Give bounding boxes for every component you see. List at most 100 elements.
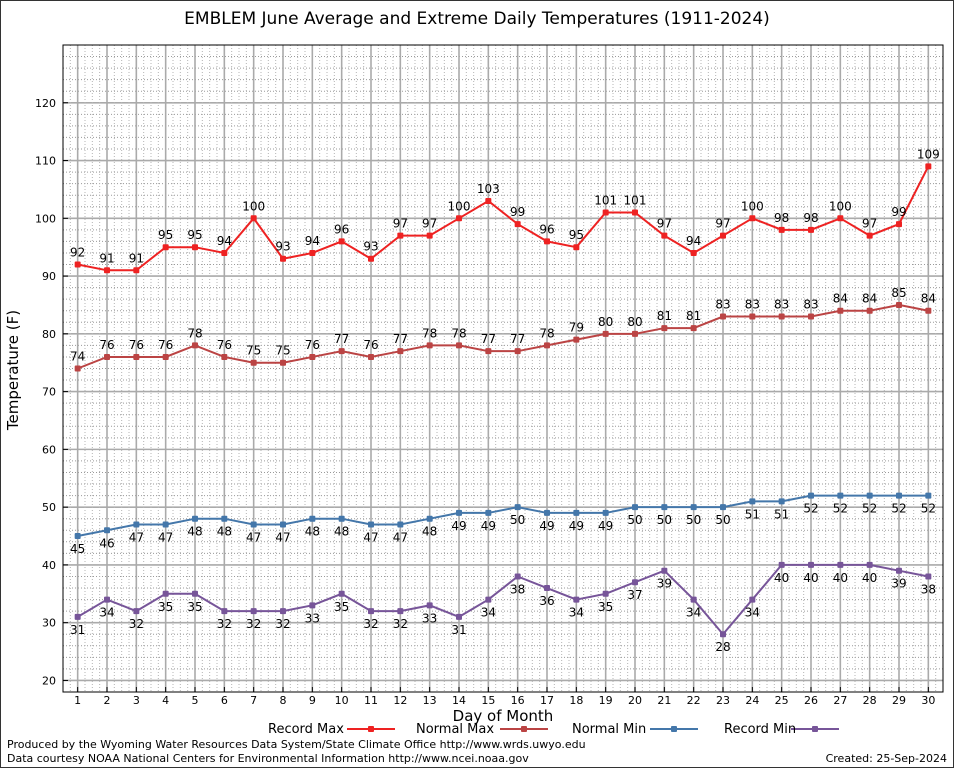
data-point xyxy=(866,307,873,314)
data-point xyxy=(925,307,932,314)
data-label: 48 xyxy=(187,525,202,539)
data-label: 77 xyxy=(510,332,525,346)
data-point xyxy=(573,509,580,516)
data-label: 98 xyxy=(803,211,818,225)
data-label: 34 xyxy=(99,606,114,620)
data-label: 85 xyxy=(891,286,906,300)
data-label: 95 xyxy=(569,228,584,242)
data-point xyxy=(309,602,316,609)
data-label: 52 xyxy=(921,502,936,516)
data-label: 31 xyxy=(451,623,466,637)
data-label: 31 xyxy=(70,623,85,637)
data-label: 45 xyxy=(70,542,85,556)
data-point xyxy=(514,348,521,355)
data-label: 97 xyxy=(862,217,877,231)
data-label: 52 xyxy=(833,502,848,516)
data-label: 83 xyxy=(715,298,730,312)
data-label: 49 xyxy=(481,519,496,533)
data-label: 94 xyxy=(686,234,701,248)
x-tick-label: 15 xyxy=(481,694,495,707)
data-point xyxy=(544,238,550,245)
data-point xyxy=(690,504,697,511)
data-label: 50 xyxy=(657,513,672,527)
data-point xyxy=(896,492,902,499)
x-tick-label: 7 xyxy=(250,694,257,707)
x-tick-label: 16 xyxy=(511,694,525,707)
data-label: 75 xyxy=(246,344,261,358)
data-label: 38 xyxy=(510,582,525,596)
data-label: 47 xyxy=(129,530,144,544)
data-label: 78 xyxy=(539,326,554,340)
x-tick-label: 8 xyxy=(280,694,287,707)
data-point xyxy=(338,590,345,597)
data-label: 47 xyxy=(393,530,408,544)
data-point xyxy=(338,238,345,245)
data-label: 76 xyxy=(217,338,232,352)
x-tick-label: 30 xyxy=(921,694,935,707)
data-point xyxy=(866,492,873,499)
data-label: 34 xyxy=(481,606,496,620)
data-point xyxy=(720,504,726,511)
footer-created-date: Created: 25-Sep-2024 xyxy=(825,752,947,765)
y-tick-label: 70 xyxy=(42,386,56,399)
data-point xyxy=(368,255,374,262)
data-label: 101 xyxy=(624,194,647,208)
data-label: 34 xyxy=(569,606,584,620)
data-point xyxy=(74,613,81,620)
legend-marker-sample xyxy=(671,726,677,732)
y-tick-label: 80 xyxy=(42,328,56,341)
x-tick-label: 3 xyxy=(133,694,140,707)
data-point xyxy=(192,244,198,251)
data-label: 40 xyxy=(833,571,848,585)
x-tick-label: 5 xyxy=(192,694,199,707)
data-label: 79 xyxy=(569,321,584,335)
data-label: 91 xyxy=(129,251,144,265)
data-point xyxy=(925,492,932,499)
data-point xyxy=(368,608,374,615)
data-point xyxy=(749,498,756,505)
legend-label-record-min: Record Min xyxy=(724,722,797,737)
data-label: 49 xyxy=(569,519,584,533)
data-label: 75 xyxy=(275,344,290,358)
data-point xyxy=(368,521,374,528)
data-point xyxy=(485,596,492,603)
data-point xyxy=(866,561,873,568)
data-label: 81 xyxy=(657,309,672,323)
y-tick-label: 90 xyxy=(42,270,56,283)
data-point xyxy=(250,608,257,615)
data-label: 74 xyxy=(70,350,85,364)
data-label: 40 xyxy=(862,571,877,585)
x-tick-label: 28 xyxy=(863,694,877,707)
x-tick-label: 11 xyxy=(364,694,378,707)
data-label: 78 xyxy=(422,326,437,340)
data-point xyxy=(133,353,140,360)
data-point xyxy=(221,353,228,360)
legend-label-normal-min: Normal Min xyxy=(572,722,647,737)
data-label: 103 xyxy=(477,182,500,196)
data-point xyxy=(162,244,169,251)
data-label: 32 xyxy=(246,617,261,631)
data-label: 99 xyxy=(510,205,525,219)
data-point xyxy=(133,267,140,274)
data-label: 36 xyxy=(539,594,554,608)
data-point xyxy=(808,561,814,568)
data-point xyxy=(485,348,492,355)
data-point xyxy=(720,232,726,239)
data-label: 34 xyxy=(745,606,760,620)
x-tick-label: 6 xyxy=(221,694,228,707)
data-point xyxy=(397,608,404,615)
data-label: 28 xyxy=(715,640,730,654)
data-point xyxy=(309,515,316,522)
data-label: 101 xyxy=(594,194,617,208)
data-point xyxy=(544,342,550,349)
data-point xyxy=(74,365,81,372)
data-point xyxy=(104,353,110,360)
data-point xyxy=(925,573,932,580)
legend-marker-sample xyxy=(812,726,818,732)
legend-label-normal-max: Normal Max xyxy=(416,722,495,737)
chart-title: EMBLEM June Average and Extreme Daily Te… xyxy=(184,9,770,29)
data-label: 100 xyxy=(242,199,265,213)
x-tick-label: 13 xyxy=(423,694,437,707)
data-label: 94 xyxy=(305,234,320,248)
data-label: 76 xyxy=(305,338,320,352)
